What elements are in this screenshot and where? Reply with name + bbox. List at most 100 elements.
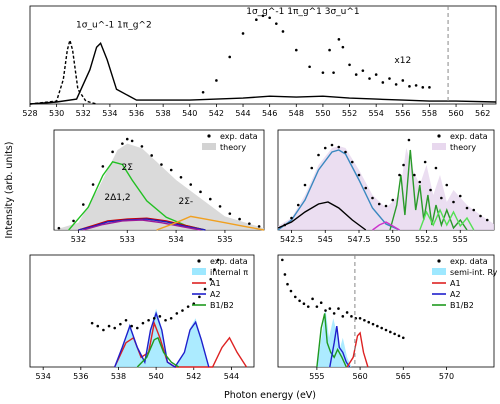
data-point bbox=[348, 63, 351, 67]
legend-marker bbox=[207, 134, 211, 138]
legend-marker bbox=[202, 143, 216, 150]
data-point bbox=[384, 328, 388, 332]
data-point bbox=[113, 326, 117, 330]
series-line bbox=[316, 313, 347, 368]
data-point bbox=[389, 330, 392, 334]
data-point bbox=[374, 73, 378, 76]
panel-top: 528 530 532 534 536 538 540 542 544 546 548 550 552 5… bbox=[22, 5, 497, 118]
data-point bbox=[311, 297, 314, 301]
data-point bbox=[337, 145, 341, 149]
data-point bbox=[421, 86, 425, 89]
data-point bbox=[218, 205, 222, 208]
data-point bbox=[413, 173, 416, 177]
legend-label: exp. data bbox=[450, 257, 488, 266]
data-point bbox=[414, 84, 418, 87]
data-point bbox=[215, 79, 218, 82]
data-point bbox=[350, 315, 353, 318]
annotation-label: 1σ_g^-1 1π_g^1 3σ_u^1 bbox=[246, 7, 359, 17]
panel-mid-left: 532 533 534 535 2Σ 2Δ1,2 2Σ-exp. data theory bbox=[53, 129, 265, 244]
data-point bbox=[367, 320, 371, 324]
data-point bbox=[328, 307, 332, 310]
data-point bbox=[281, 30, 285, 33]
data-point bbox=[121, 142, 124, 145]
data-point bbox=[428, 86, 431, 89]
x-tick-label: 544 bbox=[224, 372, 239, 381]
data-point bbox=[354, 73, 358, 76]
panel-bottom-left: 534 536 538 540 542 544 exp. data internal π A1 A… bbox=[29, 254, 255, 381]
series-line bbox=[372, 221, 400, 231]
x-tick-label: 565 bbox=[396, 372, 411, 381]
data-point bbox=[175, 312, 179, 315]
legend-label: theory bbox=[220, 143, 246, 152]
data-point bbox=[199, 190, 202, 194]
data-point bbox=[368, 77, 371, 80]
data-point bbox=[384, 204, 388, 208]
x-tick-label: 558 bbox=[422, 109, 437, 118]
annotation-label: 2Δ1,2 bbox=[104, 193, 130, 203]
series-line bbox=[78, 217, 206, 231]
data-point bbox=[364, 186, 368, 190]
legend-marker bbox=[432, 143, 446, 150]
data-point bbox=[179, 175, 183, 179]
data-point bbox=[160, 163, 163, 166]
data-point bbox=[337, 38, 341, 41]
data-point bbox=[315, 305, 319, 308]
legend-label: A2 bbox=[450, 290, 461, 299]
data-point bbox=[332, 312, 336, 315]
data-point bbox=[393, 332, 396, 336]
data-point bbox=[290, 216, 293, 220]
data-point bbox=[169, 317, 173, 320]
data-point bbox=[310, 166, 314, 170]
data-point bbox=[358, 317, 362, 320]
data-point bbox=[283, 273, 287, 276]
x-tick-label: 570 bbox=[439, 372, 454, 381]
x-tick-label: 548 bbox=[289, 109, 304, 118]
x-tick-label: 542.5 bbox=[280, 235, 303, 244]
data-point bbox=[57, 226, 61, 230]
x-tick-label: 556 bbox=[395, 109, 410, 118]
data-point bbox=[248, 222, 251, 225]
x-tick-label: 554 bbox=[369, 109, 384, 118]
legend-label: theory bbox=[450, 143, 476, 152]
data-point bbox=[321, 71, 325, 74]
data-point bbox=[293, 295, 297, 299]
data-point bbox=[401, 336, 405, 340]
data-point bbox=[357, 173, 361, 177]
legend-marker bbox=[437, 134, 441, 138]
data-point bbox=[209, 278, 213, 281]
series-line bbox=[83, 219, 201, 231]
data-point bbox=[408, 85, 411, 88]
x-tick-label: 562 bbox=[475, 109, 490, 118]
data-point bbox=[296, 203, 300, 207]
data-point bbox=[394, 83, 398, 86]
series-line bbox=[329, 325, 351, 368]
data-point bbox=[281, 258, 284, 262]
data-point bbox=[381, 81, 385, 84]
series-line bbox=[277, 201, 367, 231]
series-fill bbox=[54, 143, 264, 230]
data-point bbox=[330, 143, 334, 147]
data-point bbox=[337, 307, 340, 310]
data-point bbox=[198, 295, 201, 299]
data-point bbox=[255, 18, 258, 22]
annotation-label: 1σ_u^-1 1π_g^2 bbox=[76, 21, 152, 31]
data-point bbox=[286, 282, 289, 286]
legend-label: B1/B2 bbox=[210, 301, 234, 310]
data-point bbox=[434, 166, 438, 170]
data-point bbox=[363, 318, 366, 322]
legend-marker bbox=[192, 268, 206, 275]
plot-frame bbox=[29, 5, 497, 105]
data-point bbox=[275, 22, 278, 25]
data-point bbox=[96, 324, 100, 328]
x-tick-label: 544 bbox=[235, 109, 250, 118]
series-line bbox=[29, 37, 97, 105]
x-tick-label: 532 bbox=[76, 109, 91, 118]
series-line bbox=[346, 331, 369, 368]
legend-label: exp. data bbox=[210, 257, 248, 266]
data-point bbox=[445, 183, 449, 187]
legend-label: semi-int. Ry bbox=[450, 268, 498, 277]
y-axis-label: Intensity (arb. units) bbox=[4, 142, 15, 239]
legend-label: A1 bbox=[450, 279, 461, 288]
data-point bbox=[391, 198, 395, 202]
data-point bbox=[361, 69, 365, 72]
